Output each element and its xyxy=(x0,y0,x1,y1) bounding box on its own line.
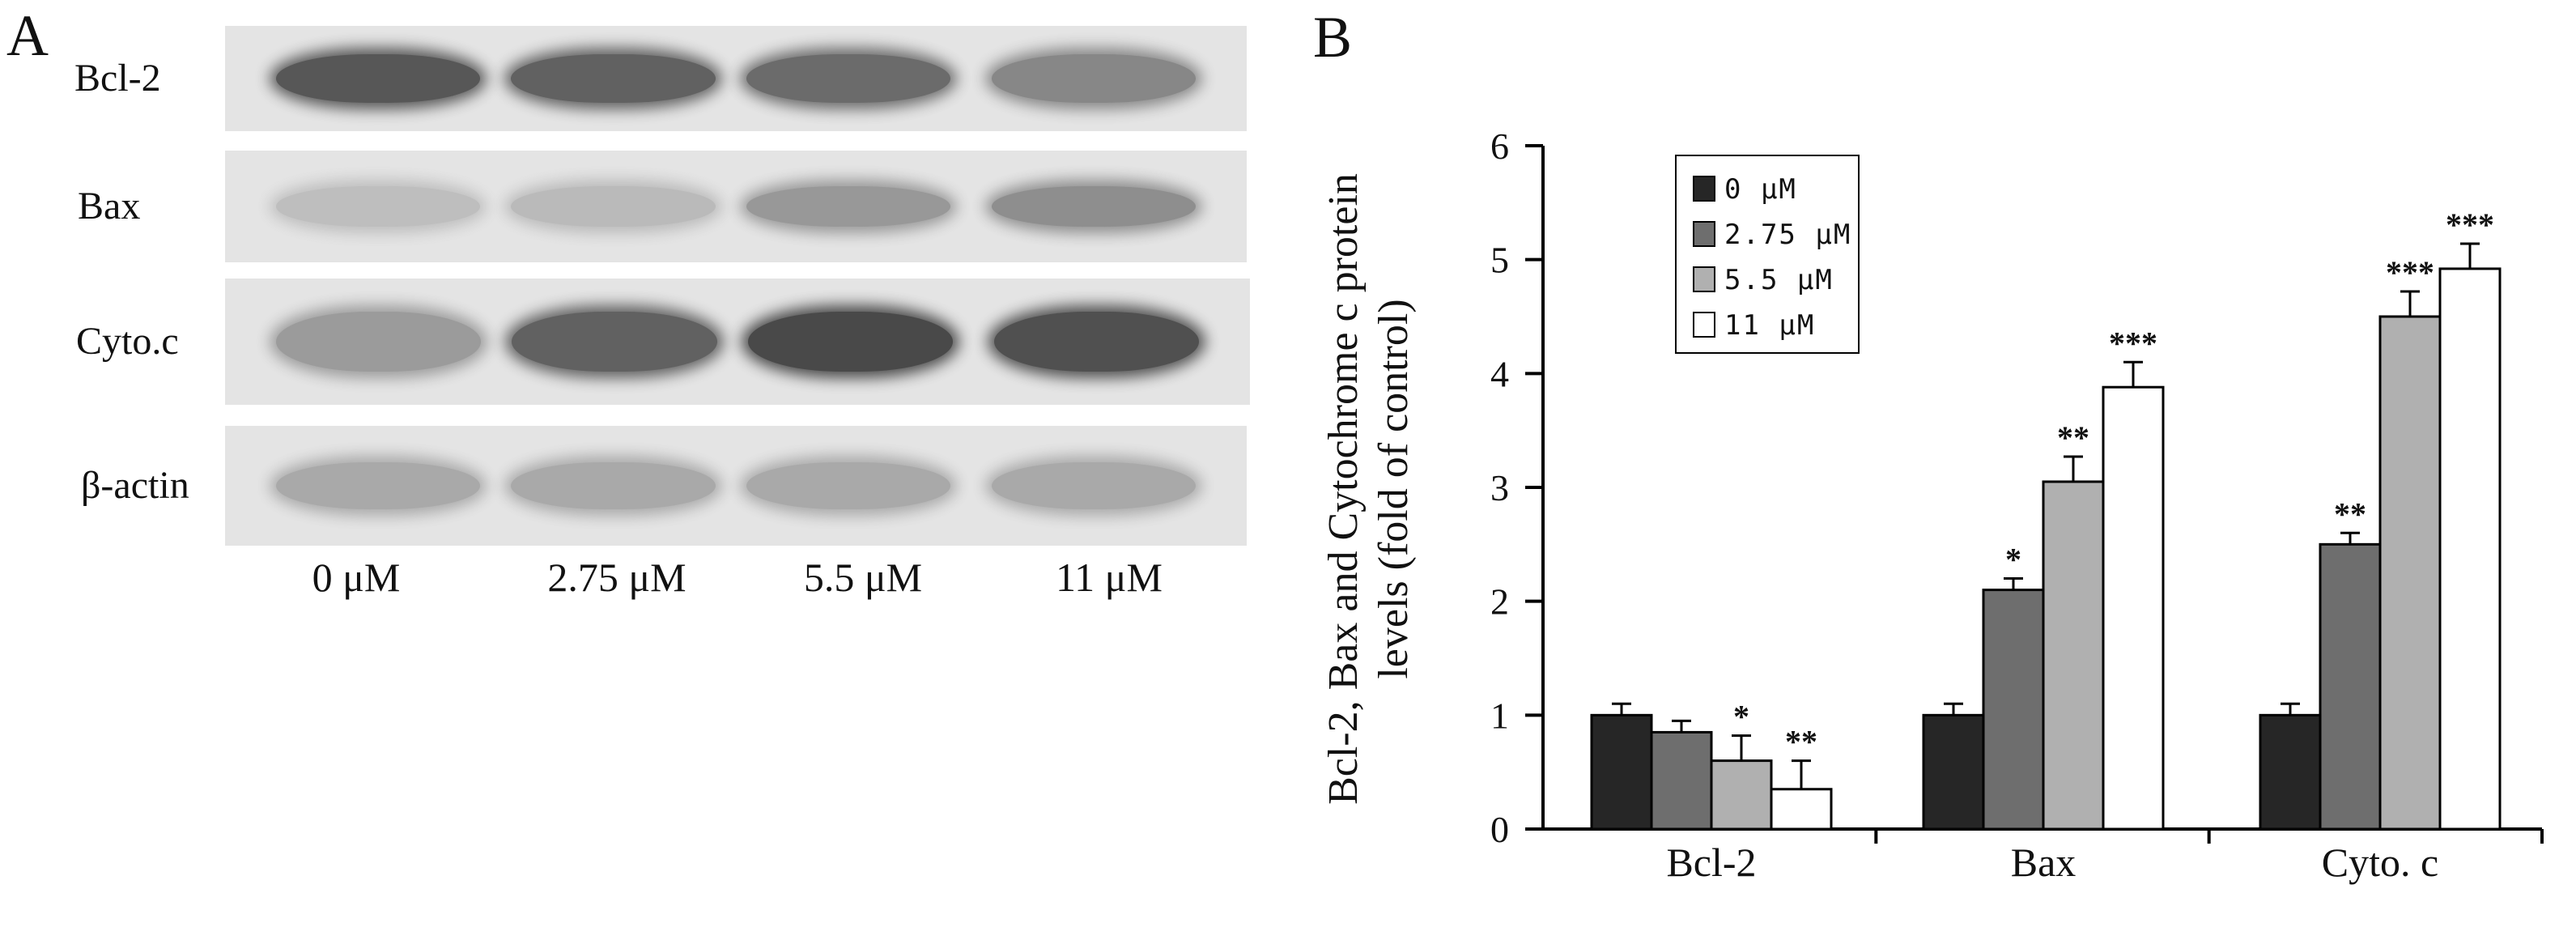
y-tick-label: 5 xyxy=(1490,240,1509,281)
significance-label: *** xyxy=(2109,325,2157,361)
bar xyxy=(1922,713,1985,831)
blot-band xyxy=(512,312,717,372)
concentration-label: 0 μM xyxy=(312,555,401,600)
legend-label: 2.75 μM xyxy=(1724,219,1851,251)
bar xyxy=(1590,713,1653,831)
legend-label: 0 μM xyxy=(1724,173,1797,206)
significance-label: ** xyxy=(2057,419,2089,456)
significance-label: * xyxy=(1733,699,1749,735)
significance-label: ** xyxy=(2334,495,2366,532)
y-tick-label: 3 xyxy=(1490,467,1509,508)
y-tick-label: 1 xyxy=(1490,695,1509,736)
y-tick-label: 2 xyxy=(1490,581,1509,623)
x-tick-label: Bax xyxy=(2011,840,2077,885)
blot-row-label: β-actin xyxy=(81,464,189,507)
y-tick-label: 6 xyxy=(1490,125,1509,167)
blot-band xyxy=(511,186,716,227)
blot-row-label: Cyto.c xyxy=(76,320,179,363)
y-tick-label: 4 xyxy=(1490,353,1509,394)
bar xyxy=(1650,730,1713,831)
y-tick-label: 0 xyxy=(1490,809,1509,850)
blot-band xyxy=(746,54,950,103)
blot-band xyxy=(511,462,716,509)
bar xyxy=(1770,788,1833,831)
concentration-label: 2.75 μM xyxy=(547,555,687,600)
significance-label: * xyxy=(2005,542,2021,578)
panel-b-label: B xyxy=(1313,5,1353,70)
legend-label: 5.5 μM xyxy=(1724,264,1834,296)
legend-swatch xyxy=(1693,176,1715,202)
legend-swatch xyxy=(1693,221,1715,247)
blot-band xyxy=(991,186,1196,227)
x-tick-label: Bcl-2 xyxy=(1666,840,1756,885)
legend-swatch xyxy=(1693,312,1715,338)
blot-band xyxy=(991,54,1196,103)
y-axis-title: Bcl-2, Bax and Cytochrome c protein xyxy=(1320,173,1367,805)
bar xyxy=(1982,589,2045,831)
blot-row-label: Bax xyxy=(78,185,141,227)
bar xyxy=(2319,542,2382,831)
blot-band xyxy=(746,462,950,509)
blot-row-label: Bcl-2 xyxy=(74,57,161,100)
significance-label: *** xyxy=(2446,206,2494,243)
bar xyxy=(2378,315,2442,831)
panel-a-label: A xyxy=(6,3,49,68)
blot-band xyxy=(511,54,716,103)
blot-band xyxy=(993,312,1199,372)
blot-strip xyxy=(225,26,1247,131)
blot-strip xyxy=(225,426,1247,546)
legend-label: 11 μM xyxy=(1724,309,1815,342)
bar xyxy=(2042,480,2105,831)
concentration-label: 5.5 μM xyxy=(803,555,923,600)
significance-label: ** xyxy=(1785,724,1817,760)
blot-band xyxy=(276,462,481,509)
significance-label: *** xyxy=(2386,254,2434,291)
blot-band xyxy=(276,54,481,103)
blot-strip xyxy=(225,151,1247,262)
bar xyxy=(2438,267,2502,831)
blot-strip xyxy=(225,279,1250,405)
blot-band xyxy=(276,186,481,227)
bar xyxy=(2102,385,2165,831)
bar xyxy=(2259,713,2322,831)
concentration-label: 11 μM xyxy=(1056,555,1163,600)
legend-swatch xyxy=(1693,266,1715,292)
blot-band xyxy=(746,186,950,227)
blot-band xyxy=(276,312,482,372)
bar xyxy=(1710,759,1773,831)
blot-band xyxy=(747,312,953,372)
x-tick-label: Cyto. c xyxy=(2322,840,2438,885)
blot-band xyxy=(991,462,1196,509)
y-axis-title: levels (fold of control) xyxy=(1371,299,1417,678)
